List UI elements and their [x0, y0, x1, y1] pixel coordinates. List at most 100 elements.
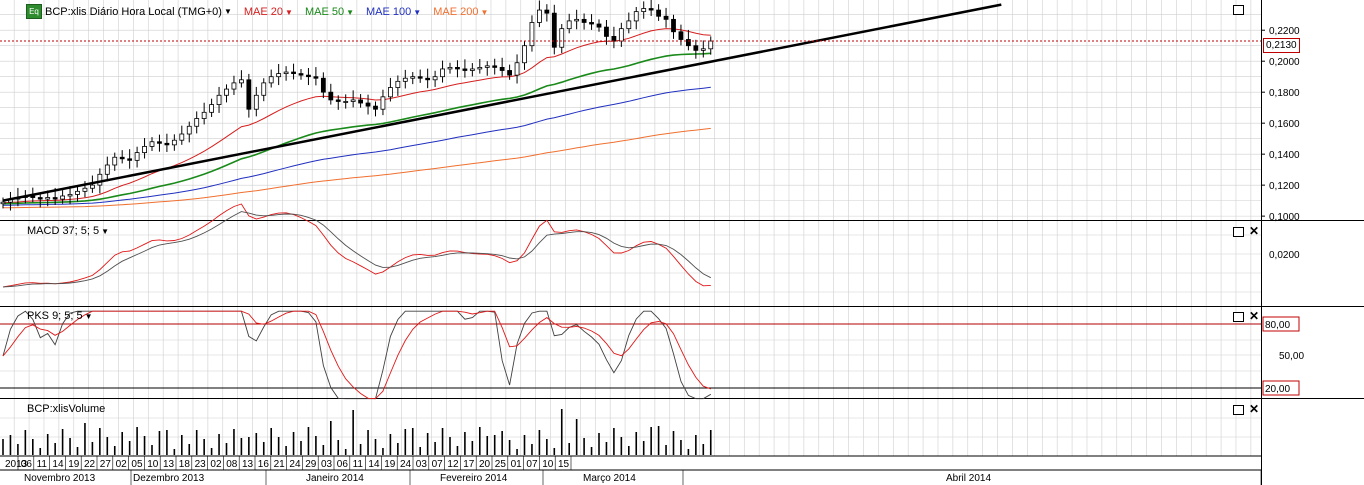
x-day-label: 17 [463, 459, 475, 470]
candle [596, 19, 602, 32]
candle [268, 69, 274, 88]
x-day-label: 03 [416, 459, 428, 470]
candle [328, 83, 334, 105]
candle [402, 69, 408, 89]
symbol-label[interactable]: BCP:xlis Diário Hora Local (TMG+0) [45, 5, 222, 18]
eq-icon[interactable]: Eq [26, 4, 42, 19]
candlesticks [0, 0, 714, 211]
candle-body-up [104, 164, 110, 175]
candle [134, 146, 140, 168]
volume-bars [2, 409, 712, 455]
stoch-d-line [2, 310, 711, 400]
indicator-mae100[interactable]: MAE 100 ▼ [366, 5, 422, 18]
candle [633, 6, 639, 30]
candle-body-up [97, 173, 103, 186]
candle [194, 111, 200, 134]
candle-body-up [209, 104, 215, 113]
x-month-label: Fevereiro 2014 [440, 473, 508, 484]
candle [492, 58, 498, 75]
candle-body-up [149, 141, 155, 147]
candle-body-up [82, 187, 88, 192]
x-month-label: Dezembro 2013 [133, 473, 205, 484]
x-day-label: 03 [321, 459, 333, 470]
candle-body-up [529, 22, 535, 47]
candle-body-up [447, 66, 453, 70]
candle-body-down [52, 197, 58, 200]
close-volume-button[interactable]: ✕ [1249, 402, 1260, 416]
candle [171, 134, 177, 151]
macd-panel-header[interactable]: MACD 37; 5; 5 ▼ [27, 225, 110, 237]
candle [514, 54, 520, 84]
maximize-volume-button[interactable] [1233, 405, 1244, 415]
candle [0, 197, 6, 209]
candle [574, 9, 580, 30]
last-price-tag: 0,2130 [1263, 38, 1300, 53]
candle-body-down [581, 18, 587, 23]
candle [127, 149, 133, 169]
candle-body-up [343, 101, 349, 103]
candle [656, 4, 661, 21]
x-day-label: 24 [400, 459, 412, 470]
x-day-label: 08 [226, 459, 238, 470]
candle-body-up [179, 133, 185, 141]
candle [209, 98, 215, 117]
candle [507, 64, 513, 80]
maximize-pks-button[interactable] [1233, 312, 1244, 322]
candle-body-up [283, 71, 289, 74]
candle-body-up [216, 94, 222, 105]
x-day-label: 13 [242, 459, 254, 470]
candle-body-up [469, 68, 475, 71]
candle [410, 72, 416, 85]
maximize-price-button[interactable] [1233, 5, 1244, 15]
indicator-mae20[interactable]: MAE 20 ▼ [243, 5, 293, 18]
volume-panel-header: BCP:xlisVolume [27, 403, 106, 415]
candle-body-up [537, 9, 542, 23]
candle [648, 0, 654, 16]
indicator-mae200[interactable]: MAE 200 ▼ [433, 5, 489, 18]
candle-body-up [566, 20, 572, 30]
x-day-label: 14 [368, 459, 380, 470]
candle-body-up [186, 125, 192, 135]
candle-body-down [127, 158, 133, 161]
candle [693, 39, 699, 59]
candle [104, 156, 110, 182]
candle [708, 36, 714, 55]
candle [395, 75, 401, 96]
pks-panel-header[interactable]: PKS 9; 5; 5 ▼ [27, 310, 93, 322]
candle [425, 68, 431, 89]
close-pks-button[interactable]: ✕ [1249, 309, 1260, 323]
candle-body-up [134, 152, 140, 161]
candle-body-down [544, 9, 550, 14]
candle-body-up [633, 11, 639, 22]
candle-body-down [455, 66, 460, 70]
candle [440, 60, 445, 83]
macd-y-tick-label: 0,0200 [1269, 250, 1300, 261]
mae100-line [2, 86, 711, 206]
candle [298, 68, 304, 80]
candle [432, 70, 438, 87]
candle-body-up [268, 76, 274, 84]
candle-body-up [224, 88, 229, 96]
candle-body-down [119, 156, 125, 160]
candle-body-down [462, 68, 468, 71]
candle-body-up [641, 8, 647, 13]
x-day-label: 19 [384, 459, 396, 470]
indicator-mae50[interactable]: MAE 50 ▼ [304, 5, 355, 18]
candle [589, 14, 594, 30]
symbol-dropdown-icon[interactable]: ▼ [223, 7, 232, 16]
candle [663, 7, 669, 28]
candle [365, 94, 371, 115]
stoch-80-tag [1262, 316, 1300, 332]
candle-body-up [0, 201, 6, 205]
candle [387, 77, 393, 102]
maximize-macd-button[interactable] [1233, 227, 1244, 237]
candle [462, 59, 468, 78]
candle-body-down [693, 45, 699, 51]
candle-body-up [484, 65, 490, 68]
candle [37, 192, 43, 208]
close-macd-button[interactable]: ✕ [1249, 224, 1260, 238]
candle [417, 69, 423, 83]
candle [522, 41, 527, 70]
candle-body-down [365, 102, 371, 107]
